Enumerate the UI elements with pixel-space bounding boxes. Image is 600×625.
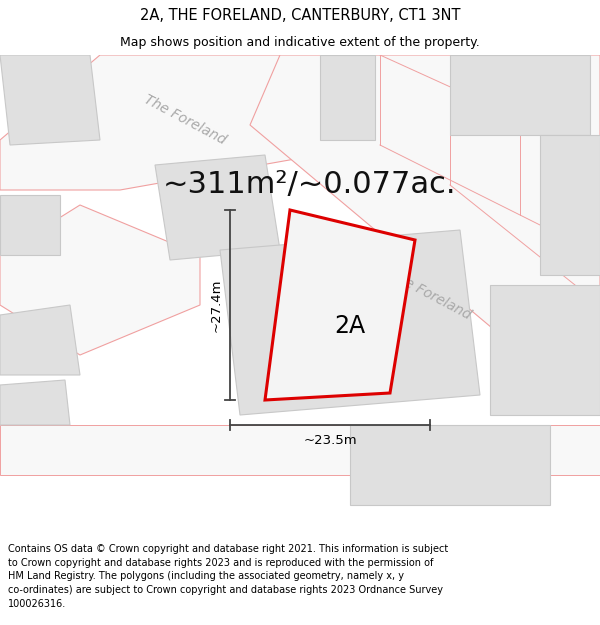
Text: 2A, THE FORELAND, CANTERBURY, CT1 3NT: 2A, THE FORELAND, CANTERBURY, CT1 3NT (140, 8, 460, 23)
Polygon shape (0, 55, 100, 145)
Text: ~27.4m: ~27.4m (209, 278, 223, 332)
Polygon shape (450, 55, 590, 135)
Polygon shape (0, 380, 70, 425)
Polygon shape (540, 135, 600, 275)
Text: ~23.5m: ~23.5m (303, 434, 357, 447)
Polygon shape (220, 230, 480, 415)
Text: Map shows position and indicative extent of the property.: Map shows position and indicative extent… (120, 36, 480, 49)
Polygon shape (0, 305, 80, 375)
Polygon shape (0, 55, 600, 190)
Text: Contains OS data © Crown copyright and database right 2021. This information is : Contains OS data © Crown copyright and d… (8, 544, 448, 609)
Polygon shape (250, 55, 600, 385)
Polygon shape (155, 155, 280, 260)
Polygon shape (350, 425, 550, 505)
Text: ~311m²/~0.077ac.: ~311m²/~0.077ac. (163, 171, 457, 199)
Text: The Foreland: The Foreland (386, 268, 473, 322)
Text: The Foreland: The Foreland (142, 92, 229, 148)
Polygon shape (0, 205, 200, 355)
Polygon shape (265, 210, 415, 400)
Polygon shape (490, 285, 600, 415)
Polygon shape (0, 425, 600, 475)
Polygon shape (0, 195, 60, 255)
Polygon shape (320, 55, 375, 140)
Text: 2A: 2A (334, 314, 365, 338)
